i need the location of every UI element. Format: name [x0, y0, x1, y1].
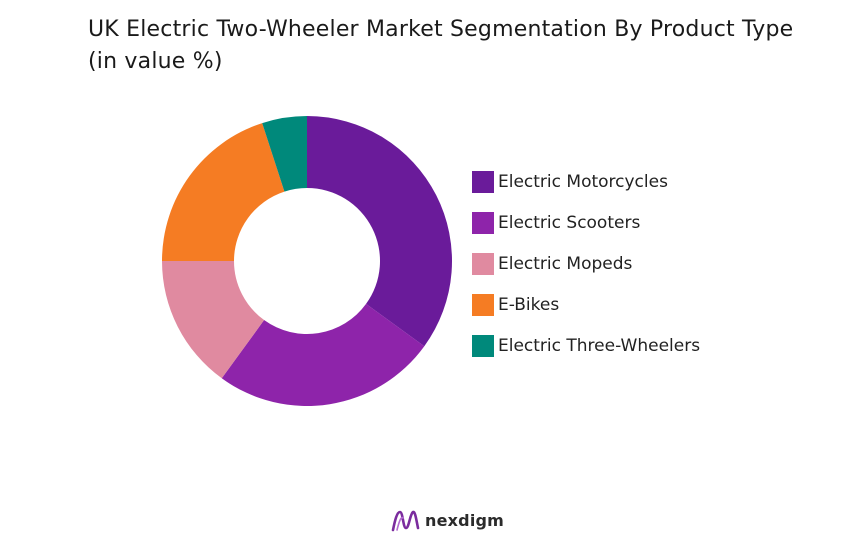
slice-electric-mopeds	[162, 261, 265, 379]
legend-label: Electric Motorcycles	[498, 171, 668, 192]
donut-slices	[162, 116, 453, 407]
chart-legend: Electric Motorcycles Electric Scooters Ele…	[472, 161, 700, 366]
legend-item-electric-mopeds: Electric Mopeds	[472, 243, 700, 284]
legend-label: Electric Scooters	[498, 212, 641, 233]
brand-name: nexdigm	[425, 510, 505, 530]
legend-item-e-bikes: E-Bikes	[472, 284, 700, 325]
legend-item-electric-motorcycles: Electric Motorcycles	[472, 161, 700, 202]
legend-label: E-Bikes	[498, 294, 560, 315]
slice-electric-three-wheelers	[262, 116, 307, 192]
slice-electric-scooters	[221, 303, 425, 407]
legend-label: Electric Mopeds	[498, 253, 633, 274]
legend-swatch	[472, 211, 494, 234]
legend-swatch	[472, 293, 494, 316]
slice-e-bikes	[162, 123, 285, 261]
legend-swatch	[472, 170, 494, 193]
legend-item-electric-scooters: Electric Scooters	[472, 202, 700, 243]
slice-electric-motorcycles	[307, 116, 453, 347]
nexdigm-logo-icon	[391, 510, 420, 532]
legend-item-electric-three-wheelers: Electric Three-Wheelers	[472, 325, 700, 366]
legend-label: Electric Three-Wheelers	[498, 335, 701, 356]
brand: nexdigm	[391, 508, 504, 532]
legend-swatch	[472, 334, 494, 357]
legend-swatch	[472, 252, 494, 275]
chart-title: UK Electric Two-Wheeler Market Segmentat…	[88, 17, 794, 74]
